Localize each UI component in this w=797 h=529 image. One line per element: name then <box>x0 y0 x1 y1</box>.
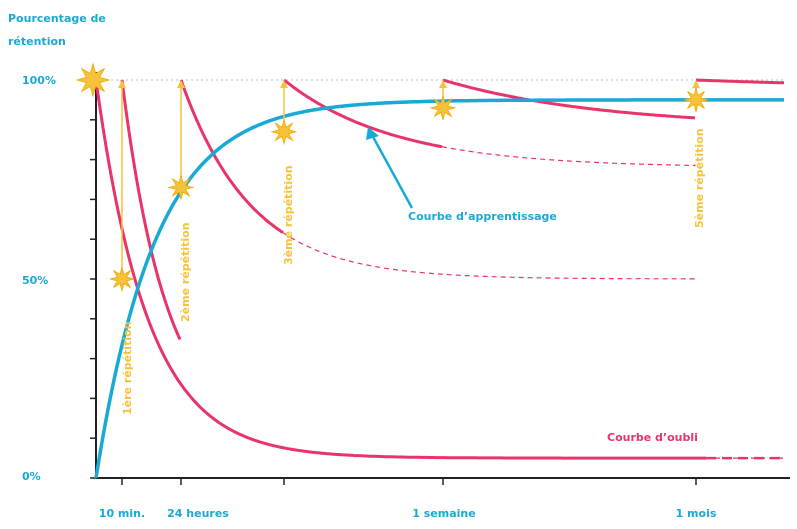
learning-pointer-head <box>366 127 379 140</box>
repetition-arrowhead-2 <box>177 80 185 88</box>
star-repetition-1 <box>109 266 135 292</box>
x-tick-24h: 24 heures <box>167 507 229 520</box>
star-repetition-2 <box>167 173 195 200</box>
learning-curve-label: Courbe d’apprentissage <box>408 210 557 223</box>
y-axis-label-line1: Pourcentage de <box>8 12 106 25</box>
forgetting-curve-label: Courbe d’oubli <box>607 431 698 444</box>
repetition-label-1: 1ère répétition <box>121 322 134 416</box>
forgetting-dashed-2 <box>282 232 695 280</box>
star-repetition-3 <box>270 119 298 146</box>
repetition-label-3: 3ème répétition <box>282 165 295 265</box>
y-axis-label-line2: rétention <box>8 35 66 48</box>
x-tick-1mois: 1 mois <box>676 507 717 520</box>
y-tick-100: 100% <box>22 74 56 87</box>
forgetting-curve-4 <box>442 78 696 120</box>
forgetting-curve-5 <box>695 78 784 85</box>
repetition-arrowhead-4 <box>439 80 447 88</box>
plot-layer <box>75 62 790 485</box>
forgetting-curve-2 <box>179 79 284 234</box>
star-repetition-5 <box>683 87 709 112</box>
forgetting-curve-3 <box>283 78 443 149</box>
x-tick-1semaine: 1 semaine <box>412 507 475 520</box>
y-tick-0: 0% <box>22 470 41 483</box>
forgetting-curve-0 <box>94 79 706 460</box>
learning-curve <box>94 98 784 479</box>
y-tick-50: 50% <box>22 274 48 287</box>
repetition-arrowhead-1 <box>118 80 126 88</box>
repetition-label-5: 5ème répétition <box>693 128 706 228</box>
x-tick-10min: 10 min. <box>99 507 145 520</box>
star-repetition-4 <box>429 94 457 120</box>
learning-pointer-line <box>370 134 414 209</box>
forgetting-dashed-3 <box>441 146 696 167</box>
repetition-arrowhead-5 <box>692 80 700 88</box>
repetition-arrowhead-3 <box>280 80 288 88</box>
star-initial <box>75 62 111 98</box>
repetition-label-2: 2ème répétition <box>179 222 192 322</box>
